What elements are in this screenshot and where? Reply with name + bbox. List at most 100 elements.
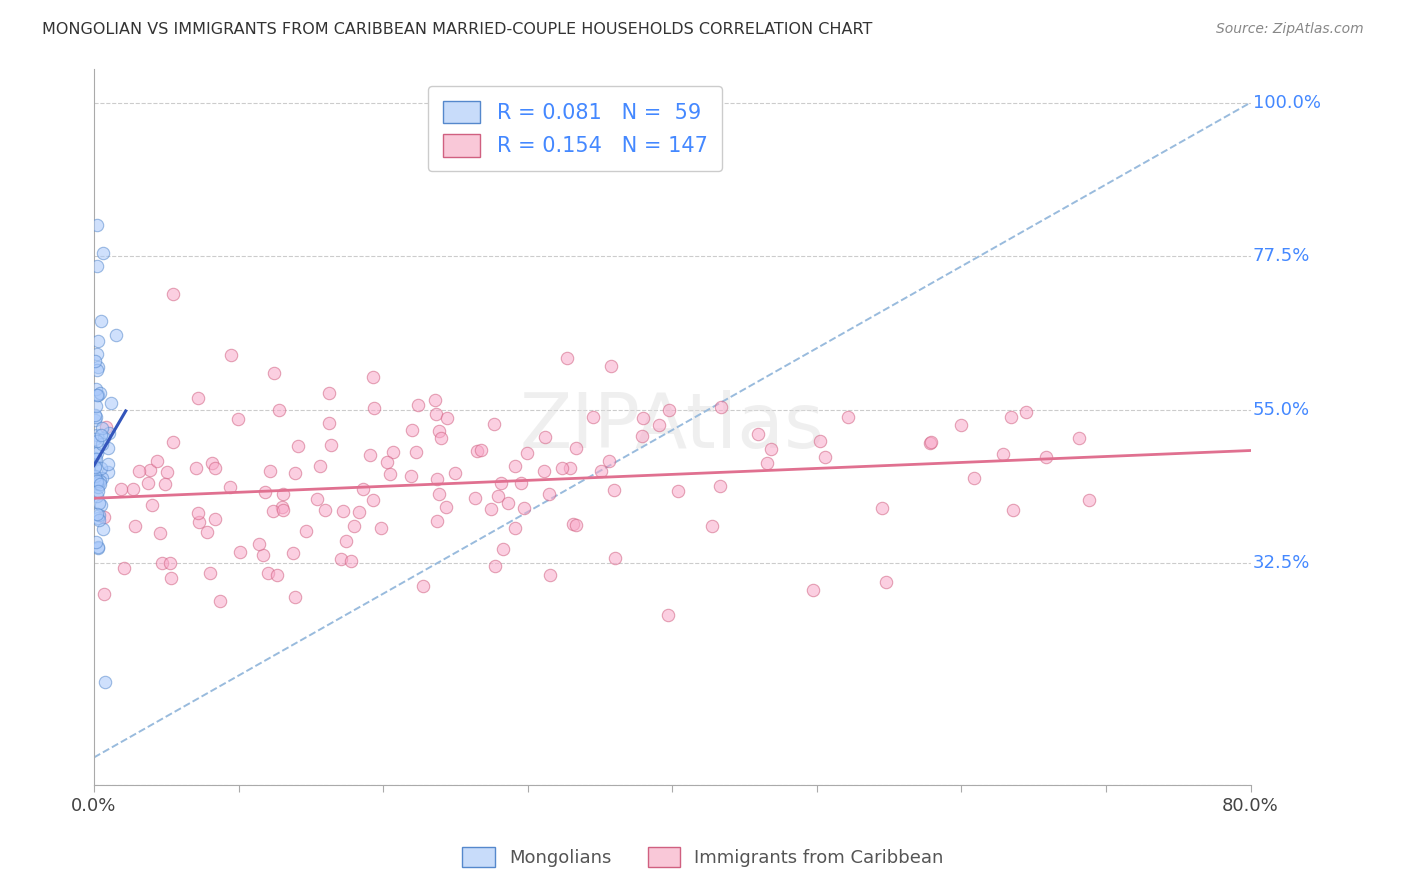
Point — [1067, 431, 1090, 445]
Point — [90, 421, 112, 435]
Point — [84, 382, 107, 396]
Point — [465, 443, 488, 458]
Point — [1000, 409, 1022, 424]
Point — [314, 503, 336, 517]
Point — [363, 401, 385, 416]
Point — [370, 521, 392, 535]
Point — [1035, 450, 1057, 464]
Point — [90, 461, 112, 475]
Point — [359, 448, 381, 462]
Point — [375, 455, 398, 469]
Point — [565, 518, 588, 533]
Point — [162, 435, 184, 450]
Point — [401, 423, 423, 437]
Point — [534, 430, 557, 444]
Point — [406, 398, 429, 412]
Point — [89, 385, 111, 400]
Point — [343, 518, 366, 533]
Text: 55.0%: 55.0% — [1253, 401, 1310, 418]
Point — [257, 566, 280, 581]
Point — [156, 465, 179, 479]
Point — [84, 413, 107, 427]
Point — [1078, 492, 1101, 507]
Point — [86, 434, 108, 448]
Point — [470, 443, 492, 458]
Point — [533, 464, 555, 478]
Point — [90, 428, 112, 442]
Point — [318, 385, 340, 400]
Point — [318, 416, 340, 430]
Point — [551, 461, 574, 475]
Point — [505, 458, 527, 473]
Point — [86, 474, 108, 488]
Point — [599, 359, 621, 374]
Point — [464, 491, 486, 505]
Point — [747, 426, 769, 441]
Point — [335, 534, 357, 549]
Text: 77.5%: 77.5% — [1253, 247, 1310, 265]
Point — [271, 500, 294, 515]
Point — [321, 438, 343, 452]
Point — [86, 219, 108, 233]
Point — [702, 519, 724, 533]
Point — [141, 498, 163, 512]
Point — [284, 591, 307, 605]
Point — [434, 500, 457, 514]
Point — [305, 491, 328, 506]
Point — [262, 504, 284, 518]
Point — [479, 502, 502, 516]
Point — [84, 460, 107, 475]
Point — [269, 402, 291, 417]
Point — [950, 418, 973, 433]
Text: MONGOLIAN VS IMMIGRANTS FROM CARIBBEAN MARRIED-COUPLE HOUSEHOLDS CORRELATION CHA: MONGOLIAN VS IMMIGRANTS FROM CARIBBEAN M… — [42, 22, 873, 37]
Point — [89, 474, 111, 488]
Point — [97, 465, 120, 479]
Point — [512, 500, 534, 515]
Point — [808, 434, 831, 449]
Point — [136, 475, 159, 490]
Point — [87, 541, 110, 555]
Point — [427, 424, 450, 438]
Point — [920, 436, 942, 450]
Point — [537, 487, 560, 501]
Point — [271, 487, 294, 501]
Point — [759, 442, 782, 456]
Point — [84, 410, 107, 425]
Point — [254, 485, 277, 500]
Point — [86, 260, 108, 274]
Point — [195, 525, 218, 540]
Point — [86, 446, 108, 460]
Point — [87, 388, 110, 402]
Point — [160, 571, 183, 585]
Point — [266, 568, 288, 582]
Point — [963, 471, 986, 485]
Point — [591, 464, 613, 478]
Point — [84, 450, 107, 465]
Point — [484, 417, 506, 432]
Point — [284, 466, 307, 480]
Point — [648, 417, 671, 432]
Point — [219, 348, 242, 362]
Point — [84, 354, 107, 368]
Point — [710, 400, 733, 414]
Point — [226, 412, 249, 426]
Point — [582, 410, 605, 425]
Point — [97, 457, 120, 471]
Point — [755, 456, 778, 470]
Point — [263, 366, 285, 380]
Point — [86, 474, 108, 488]
Point — [412, 578, 434, 592]
Point — [486, 489, 509, 503]
Point — [87, 513, 110, 527]
Point — [90, 314, 112, 328]
Point — [1015, 405, 1038, 419]
Point — [496, 496, 519, 510]
Point — [121, 482, 143, 496]
Point — [430, 431, 453, 445]
Point — [86, 476, 108, 491]
Point — [426, 472, 449, 486]
Point — [188, 516, 211, 530]
Legend: R = 0.081   N =  59, R = 0.154   N = 147: R = 0.081 N = 59, R = 0.154 N = 147 — [429, 87, 723, 171]
Point — [86, 428, 108, 442]
Point — [381, 445, 404, 459]
